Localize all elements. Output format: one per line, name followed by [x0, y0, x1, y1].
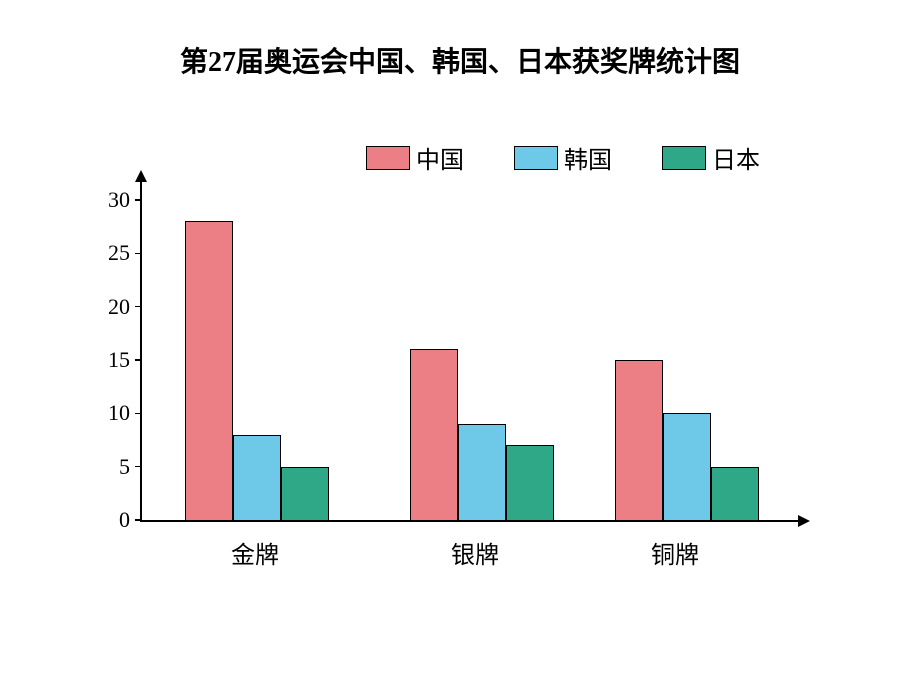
- bar: [615, 360, 663, 520]
- y-tick-label: 10: [108, 400, 130, 426]
- bar: [233, 435, 281, 520]
- y-tick-label: 20: [108, 294, 130, 320]
- legend: 中国 韩国 日本: [366, 140, 760, 175]
- y-tick-label: 15: [108, 347, 130, 373]
- bar: [410, 349, 458, 520]
- legend-swatch-korea: [514, 146, 558, 170]
- plot-area: [140, 180, 800, 520]
- bar: [281, 467, 329, 520]
- x-category-label: 铜牌: [651, 535, 699, 570]
- legend-label-korea: 韩国: [564, 140, 612, 175]
- bars-group: [615, 360, 759, 520]
- chart-container: 中国 韩国 日本 0 5 10 15 20 25 30 金牌 银牌 铜牌: [100, 140, 820, 590]
- x-category-label: 银牌: [451, 535, 499, 570]
- y-tick-label: 5: [119, 454, 130, 480]
- bar: [663, 413, 711, 520]
- y-tick-label: 30: [108, 187, 130, 213]
- bar: [185, 221, 233, 520]
- x-category-label: 金牌: [231, 535, 279, 570]
- legend-item-japan: 日本: [662, 140, 760, 175]
- legend-item-korea: 韩国: [514, 140, 612, 175]
- bars-group: [410, 349, 554, 520]
- bars-group: [185, 221, 329, 520]
- legend-label-china: 中国: [416, 140, 464, 175]
- y-tick-label: 25: [108, 240, 130, 266]
- legend-swatch-china: [366, 146, 410, 170]
- legend-swatch-japan: [662, 146, 706, 170]
- y-tick-label: 0: [119, 507, 130, 533]
- chart-title: 第27届奥运会中国、韩国、日本获奖牌统计图: [0, 40, 920, 80]
- bar: [506, 445, 554, 520]
- legend-label-japan: 日本: [712, 140, 760, 175]
- bar: [458, 424, 506, 520]
- legend-item-china: 中国: [366, 140, 464, 175]
- bar: [711, 467, 759, 520]
- x-axis: [140, 520, 800, 522]
